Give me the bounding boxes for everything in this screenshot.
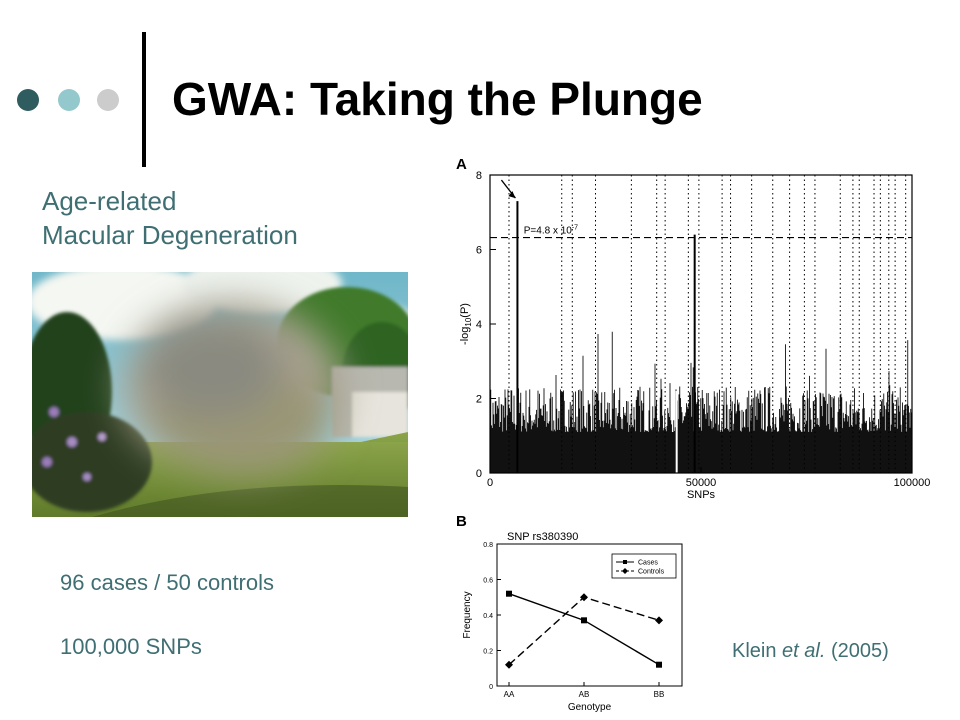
association-bars: [489, 201, 912, 473]
gap-marker: [675, 391, 678, 473]
series-line-controls: [508, 596, 660, 666]
cases-controls-count: 96 cases / 50 controls: [60, 570, 275, 595]
y-label-main: -log: [459, 327, 471, 345]
blurred-landscape-photo: [32, 272, 408, 517]
plot-a-y-axis-label: -log10(P): [459, 303, 473, 345]
y-tick-label: 0: [489, 684, 493, 691]
plot-a-y-ticks: 0 2 4 6 8: [476, 170, 496, 480]
chromosome-boundaries: [508, 175, 907, 473]
legend-box: [611, 553, 677, 579]
plot-b-y-ticks: 0 0.2 0.4 0.6 0.8: [483, 542, 501, 691]
series-point-cases: [506, 590, 512, 597]
y-tick-label: 0: [476, 468, 482, 480]
plot-a-x-ticks: 0 50000 100000: [487, 467, 930, 489]
x-tick-label: 0: [487, 477, 493, 489]
x-tick-label: 100000: [894, 477, 930, 489]
snp-count: 100,000 SNPs: [60, 634, 202, 659]
genotype-frequency-chart: B SNP rs380390 0 0.2 0.4 0.6 0.8 AA AB BB Case…: [456, 513, 683, 713]
threshold-label-exponent: -7: [572, 225, 578, 232]
panel-a-label: A: [456, 156, 467, 173]
legend-marker: [623, 560, 627, 564]
noise-bars: [489, 331, 912, 473]
series-point-controls: [505, 660, 513, 669]
legend-label: Cases: [638, 560, 658, 567]
series-point-controls: [655, 616, 663, 625]
peak-arrow: [500, 179, 516, 199]
series-point-controls: [580, 593, 588, 602]
arrow-head: [508, 191, 516, 199]
series-point-cases: [656, 661, 662, 668]
citation-et-al: et al.: [782, 640, 826, 662]
legend-marker: [622, 568, 628, 574]
y-tick-label: 0.6: [483, 578, 493, 585]
y-tick-label: 0.2: [483, 649, 493, 656]
threshold-label: P=4.8 x 10-7: [524, 225, 578, 237]
citation-year: (2005): [825, 640, 889, 662]
bullet-dot-light: [58, 89, 80, 111]
x-tick-label: AB: [579, 690, 590, 699]
plot-b-title: SNP rs380390: [507, 531, 578, 543]
bullet-dot-dark: [17, 89, 39, 111]
plot-a-x-axis-label: SNPs: [687, 489, 716, 501]
plot-b-x-ticks: AA AB BB: [504, 682, 665, 699]
slide-title: GWA: Taking the Plunge: [172, 73, 703, 125]
citation-author: Klein: [732, 640, 783, 662]
citation: Klein et al. (2005): [732, 640, 889, 663]
y-tick-label: 0.4: [483, 613, 493, 620]
plot-b-y-axis-label: Frequency: [462, 591, 473, 638]
title-divider: [142, 32, 146, 167]
y-label-tail: (P): [459, 303, 471, 318]
slide-subtitle: Age-related Macular Degeneration: [42, 184, 298, 252]
series-point-cases: [581, 617, 587, 624]
y-tick-label: 2: [476, 394, 482, 406]
subtitle-line-2: Macular Degeneration: [42, 220, 298, 250]
x-tick-label: 50000: [686, 477, 717, 489]
y-tick-label: 4: [476, 319, 482, 331]
plot-b-x-axis-label: Genotype: [568, 702, 612, 713]
plot-b-series: [505, 590, 663, 669]
bullet-dot-grey: [97, 89, 119, 111]
y-tick-label: 6: [476, 245, 482, 257]
x-tick-label: AA: [504, 690, 515, 699]
y-label-subscript: 10: [464, 317, 473, 326]
y-tick-label: 0.8: [483, 542, 493, 549]
manhattan-plot: A P=4.8 x 10-7 0 2 4 6 8 0 50000 100000 SNPs -…: [456, 156, 930, 501]
y-tick-label: 8: [476, 170, 482, 182]
legend-label: Controls: [638, 569, 665, 576]
x-tick-label: BB: [654, 690, 665, 699]
plot-b-legend: Cases Controls: [611, 553, 677, 579]
series-line-cases: [508, 593, 660, 666]
subtitle-line-1: Age-related: [42, 186, 177, 216]
panel-b-label: B: [456, 513, 467, 530]
threshold-label-base: P=4.8 x 10: [524, 226, 573, 237]
